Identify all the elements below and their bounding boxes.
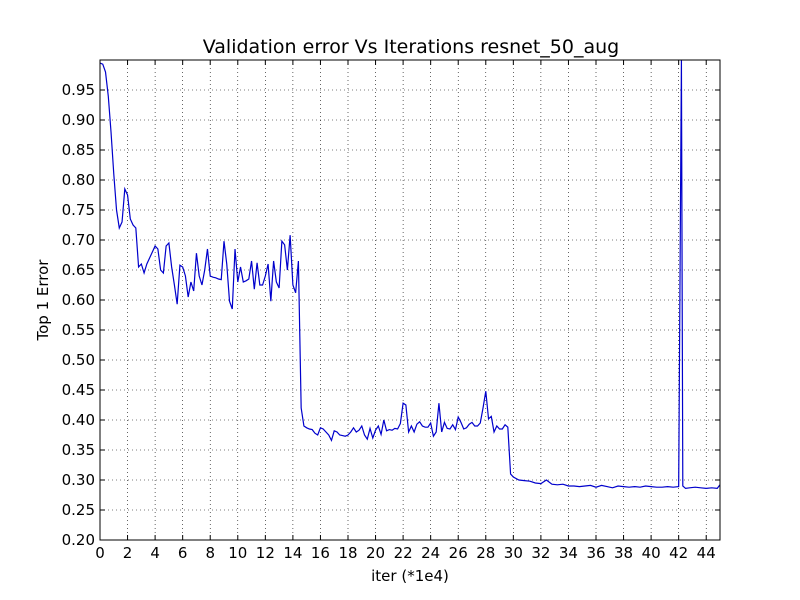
y-tick-label: 0.80 xyxy=(62,171,95,189)
x-tick-label: 36 xyxy=(586,544,605,562)
x-tick-label: 6 xyxy=(178,544,188,562)
x-tick-label: 18 xyxy=(338,544,357,562)
x-tick-label: 16 xyxy=(311,544,330,562)
x-axis-label: iter (*1e4) xyxy=(371,567,449,585)
x-tick-label: 14 xyxy=(283,544,302,562)
series-line xyxy=(100,60,720,490)
y-axis-ticks: 0.20 0.25 0.30 0.35 0.40 0.45 0.50 0.55 0.60 0.65… xyxy=(62,81,720,549)
x-tick-label: 10 xyxy=(228,544,247,562)
y-tick-label: 0.60 xyxy=(62,291,95,309)
y-tick-label: 0.50 xyxy=(62,351,95,369)
x-tick-label: 12 xyxy=(256,544,275,562)
y-tick-label: 0.20 xyxy=(62,531,95,549)
x-tick-label: 40 xyxy=(642,544,661,562)
chart-title: Validation error Vs Iterations resnet_50… xyxy=(203,36,619,58)
x-tick-label: 4 xyxy=(150,544,160,562)
plot-area xyxy=(100,60,720,490)
x-tick-label: 26 xyxy=(449,544,468,562)
x-tick-label: 42 xyxy=(669,544,688,562)
y-tick-label: 0.70 xyxy=(62,231,95,249)
x-tick-label: 44 xyxy=(697,544,716,562)
x-tick-label: 2 xyxy=(123,544,133,562)
x-tick-label: 22 xyxy=(394,544,413,562)
y-tick-label: 0.75 xyxy=(62,201,95,219)
y-tick-label: 0.30 xyxy=(62,471,95,489)
y-axis-label: Top 1 Error xyxy=(34,259,52,342)
x-tick-label: 38 xyxy=(614,544,633,562)
x-tick-label: 24 xyxy=(421,544,440,562)
x-tick-label: 32 xyxy=(531,544,550,562)
y-tick-label: 0.40 xyxy=(62,411,95,429)
x-tick-label: 28 xyxy=(476,544,495,562)
y-tick-label: 0.90 xyxy=(62,111,95,129)
y-tick-label: 0.85 xyxy=(62,141,95,159)
x-axis-ticks: 0 2 4 6 8 10 12 14 16 18 20 22 24 26 28 30 32 34 36 38 40 42 4… xyxy=(95,60,716,562)
y-tick-label: 0.35 xyxy=(62,441,95,459)
y-tick-label: 0.65 xyxy=(62,261,95,279)
x-tick-label: 34 xyxy=(559,544,578,562)
y-tick-label: 0.45 xyxy=(62,381,95,399)
y-tick-label: 0.95 xyxy=(62,81,95,99)
x-tick-label: 20 xyxy=(366,544,385,562)
x-tick-label: 30 xyxy=(504,544,523,562)
y-tick-label: 0.25 xyxy=(62,501,95,519)
x-tick-label: 0 xyxy=(95,544,105,562)
y-tick-label: 0.55 xyxy=(62,321,95,339)
x-tick-label: 8 xyxy=(205,544,215,562)
